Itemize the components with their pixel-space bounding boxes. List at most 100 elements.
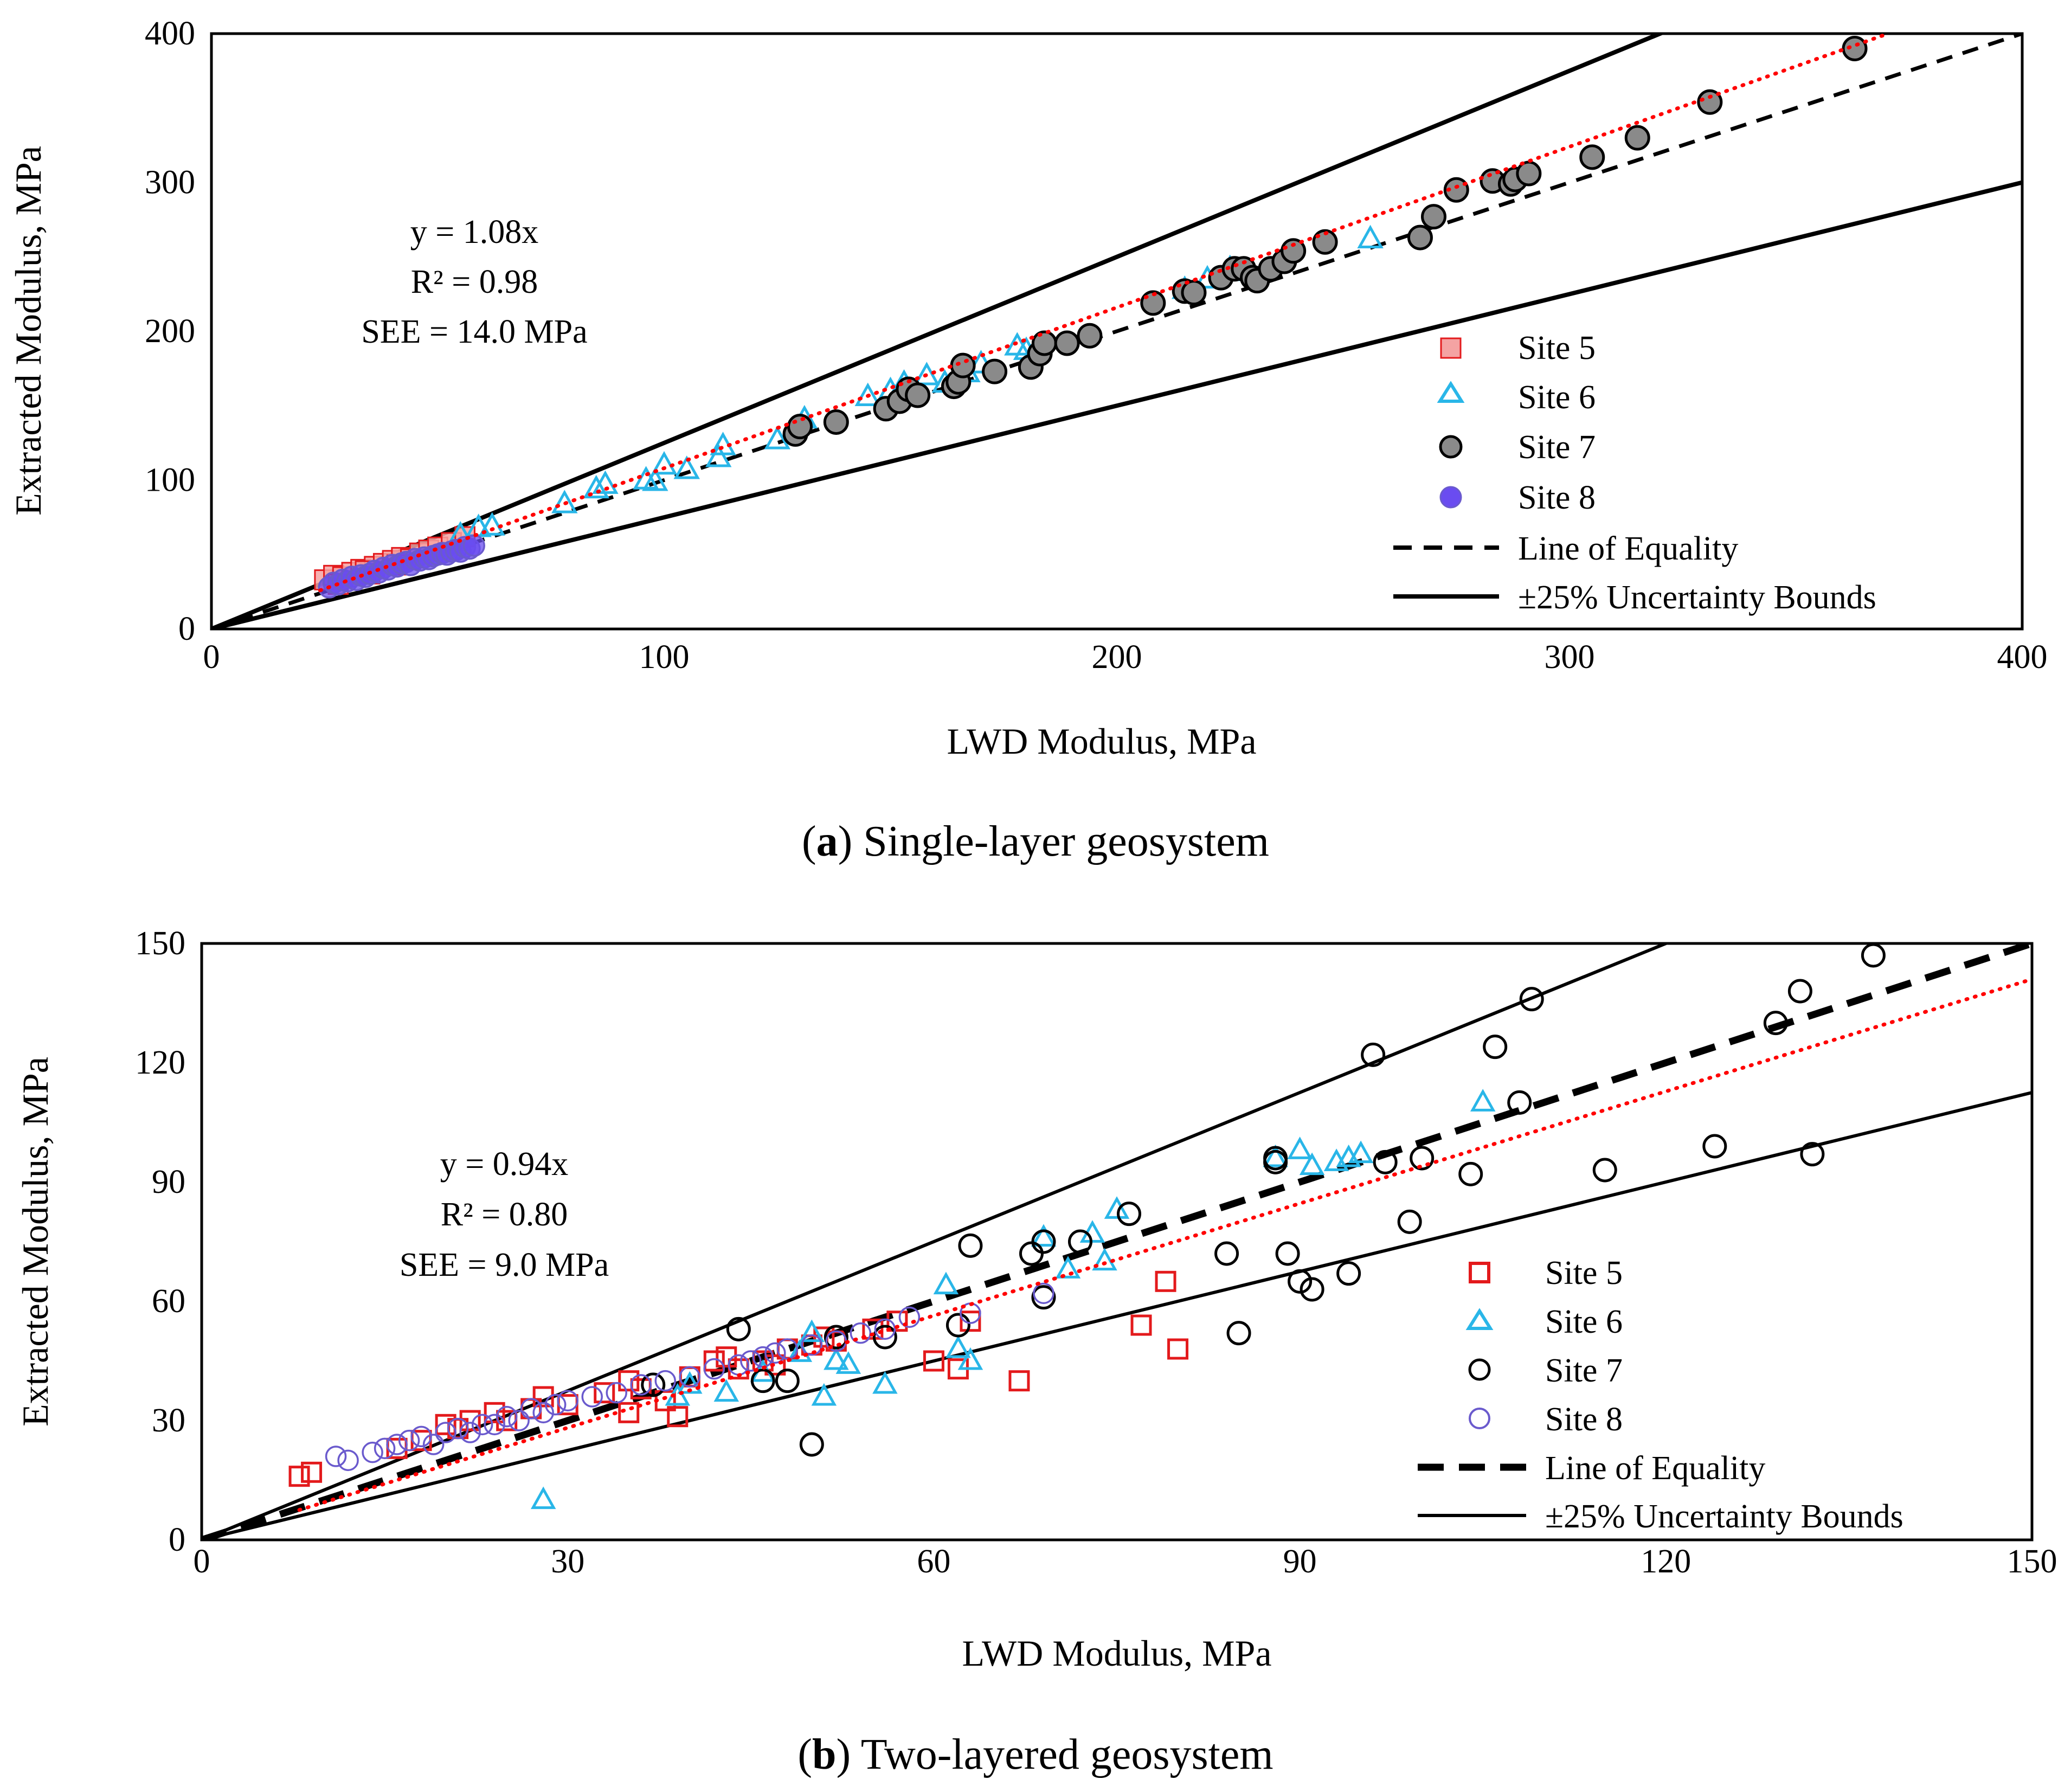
point-site5: [1167, 1338, 1189, 1360]
point-site6: [1104, 1196, 1130, 1219]
point-site8: [435, 1422, 456, 1443]
point-site7: [641, 1372, 666, 1397]
upper-bound-line: [211, 34, 1666, 629]
point-site7: [1263, 1146, 1288, 1171]
point-site5: [703, 1350, 725, 1372]
upper-bound-line: [202, 943, 1670, 1540]
point-site6: [872, 1371, 898, 1394]
point-site8: [740, 1350, 762, 1372]
point-site8: [459, 1422, 481, 1443]
point-site8: [422, 1434, 445, 1455]
point-site7: [824, 1325, 848, 1350]
point-site5: [1008, 1370, 1030, 1392]
point-site7: [950, 352, 976, 378]
panel-a: 0 100 200 300 400 0 100 200 300 400 y = 1.08x R² …: [8, 15, 2048, 865]
point-site5: [923, 1350, 944, 1372]
point-site5: [813, 1326, 835, 1348]
point-site6: [1299, 1152, 1325, 1176]
point-site7: [750, 1369, 775, 1393]
legend-marker-site7: [1439, 435, 1463, 459]
x-tick-label: 120: [1641, 1543, 1691, 1580]
point-site8: [630, 1374, 652, 1396]
x-tick-label: 100: [639, 639, 690, 676]
point-site7: [1787, 979, 1812, 1004]
point-site7: [1031, 1229, 1056, 1254]
point-site6: [1092, 1248, 1117, 1271]
point-site8: [679, 1366, 701, 1388]
point-site6: [799, 1319, 825, 1343]
point-site6: [530, 1486, 556, 1510]
point-site7: [1361, 1042, 1386, 1067]
point-site6: [705, 444, 732, 467]
plot-frame-a: [210, 32, 2024, 631]
lower-bound-line: [202, 1091, 2032, 1540]
point-site8: [606, 1382, 627, 1404]
point-site7: [1288, 1269, 1313, 1294]
point-site7: [1031, 330, 1057, 356]
point-site7: [1516, 160, 1542, 187]
point-site8: [386, 1434, 408, 1455]
x-tick-label: 400: [1997, 639, 2048, 676]
point-site7: [1410, 1146, 1435, 1171]
point-site7: [1407, 224, 1433, 251]
caption-text-a: Single-layer geosystem: [863, 818, 1269, 865]
point-site6: [551, 490, 578, 513]
x-tick-label: 0: [194, 1543, 210, 1580]
panel-b: 0 30 60 90 120 150 0 30 60 90 120 150 y = 0.94x R² …: [15, 925, 2057, 1778]
point-site6: [946, 1335, 971, 1358]
point-site8: [520, 1398, 542, 1420]
legend-marker-site6: [1437, 381, 1465, 403]
caption-letter-b: b: [812, 1731, 837, 1778]
legend-label-site6: Site 6: [1545, 1303, 1623, 1340]
series-site8: [325, 1282, 1054, 1472]
point-site6: [592, 470, 619, 494]
point-site6: [677, 1371, 703, 1394]
point-site5: [594, 1382, 615, 1404]
point-site8: [532, 1402, 554, 1424]
legend-marker-site8: [1439, 486, 1462, 509]
x-tick-label: 30: [551, 1543, 584, 1580]
legend-b: Site 5 Site 6 Site 7 Site 8 Line of Equa…: [1418, 1255, 1903, 1535]
point-site5: [618, 1402, 640, 1423]
point-site6: [824, 1347, 849, 1370]
fit-line: [318, 34, 1890, 593]
legend-label-site7: Site 7: [1545, 1352, 1623, 1389]
equality-line: [211, 34, 2022, 629]
r-squared-b: R² = 0.80: [441, 1196, 568, 1233]
point-site7: [1397, 1209, 1422, 1234]
fit-equation-b: y = 0.94x: [440, 1146, 568, 1183]
y-tick-label: 200: [145, 313, 195, 350]
point-site6: [1357, 224, 1384, 249]
point-site7: [982, 358, 1008, 384]
point-site6: [835, 1351, 861, 1374]
point-site8: [654, 1370, 677, 1392]
point-site7: [1800, 1142, 1825, 1167]
point-site8: [850, 1322, 872, 1344]
y-tick-label: 400: [145, 15, 195, 52]
x-axis-title-a: LWD Modulus, MPa: [947, 721, 1256, 762]
point-site8: [508, 1410, 530, 1431]
point-site6: [673, 455, 700, 479]
y-axis-title-a: Extracted Modulus, MPa: [8, 146, 49, 516]
point-site8: [362, 1441, 383, 1463]
point-site7: [1181, 280, 1207, 306]
point-site7: [1067, 1229, 1092, 1254]
point-site8: [471, 1414, 493, 1436]
legend-label-site5: Site 5: [1545, 1255, 1623, 1292]
legend-marker-site6: [1465, 1308, 1494, 1330]
point-site8: [764, 1342, 786, 1364]
point-site6: [651, 451, 678, 475]
point-site6: [583, 474, 609, 499]
point-site5: [862, 1318, 884, 1340]
see-b: SEE = 9.0 MPa: [400, 1247, 609, 1283]
y-tick-label: 150: [135, 925, 185, 962]
point-site5: [301, 1461, 323, 1483]
caption-text-b: Two-layered geosystem: [861, 1731, 1274, 1778]
point-site7: [1483, 1035, 1508, 1059]
point-site8: [496, 1405, 518, 1428]
point-site8: [557, 1390, 578, 1412]
point-site8: [484, 1414, 505, 1436]
legend-label-site5: Site 5: [1518, 330, 1596, 367]
point-site5: [1130, 1314, 1152, 1336]
